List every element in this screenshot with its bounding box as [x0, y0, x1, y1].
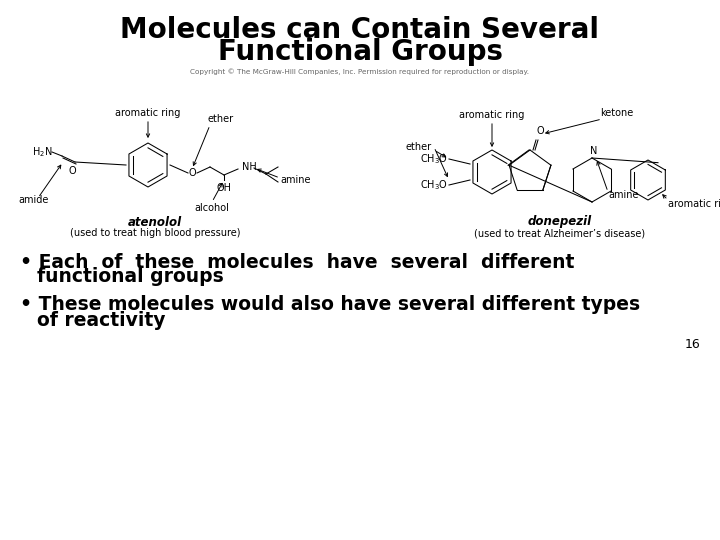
- Text: ether: ether: [208, 114, 234, 124]
- Text: amide: amide: [18, 195, 48, 205]
- Text: atenolol: atenolol: [128, 215, 182, 228]
- Text: $\mathrm{CH_3O}$: $\mathrm{CH_3O}$: [420, 178, 448, 192]
- Text: alcohol: alcohol: [194, 203, 230, 213]
- Text: ether: ether: [406, 142, 432, 152]
- Text: 16: 16: [684, 339, 700, 352]
- Text: amine: amine: [280, 175, 310, 185]
- Text: amine: amine: [608, 190, 639, 200]
- Text: • Each  of  these  molecules  have  several  different: • Each of these molecules have several d…: [20, 253, 575, 272]
- Text: N: N: [590, 146, 598, 156]
- Text: $\mathrm{H_2N}$: $\mathrm{H_2N}$: [32, 145, 53, 159]
- Text: Copyright © The McGraw-Hill Companies, Inc. Permission required for reproduction: Copyright © The McGraw-Hill Companies, I…: [191, 69, 529, 76]
- Text: $\mathrm{CH_3O}$: $\mathrm{CH_3O}$: [420, 152, 448, 166]
- Text: Molecules can Contain Several: Molecules can Contain Several: [120, 16, 600, 44]
- Text: • These molecules would also have several different types: • These molecules would also have severa…: [20, 295, 640, 314]
- Text: functional groups: functional groups: [37, 267, 224, 287]
- Text: O: O: [536, 126, 544, 136]
- Text: OH: OH: [217, 183, 232, 193]
- Text: O: O: [68, 166, 76, 176]
- Text: (used to treat Alzheimer’s disease): (used to treat Alzheimer’s disease): [474, 228, 646, 238]
- Text: of reactivity: of reactivity: [37, 310, 166, 329]
- Text: ketone: ketone: [600, 108, 634, 118]
- Text: (used to treat high blood pressure): (used to treat high blood pressure): [70, 228, 240, 238]
- Text: aromatic ring: aromatic ring: [115, 108, 181, 118]
- Text: O: O: [188, 168, 196, 178]
- Text: aromatic ring: aromatic ring: [668, 199, 720, 209]
- Text: aromatic ring: aromatic ring: [459, 110, 525, 120]
- Text: Functional Groups: Functional Groups: [217, 38, 503, 66]
- Text: donepezil: donepezil: [528, 215, 592, 228]
- Text: NH: NH: [242, 162, 257, 172]
